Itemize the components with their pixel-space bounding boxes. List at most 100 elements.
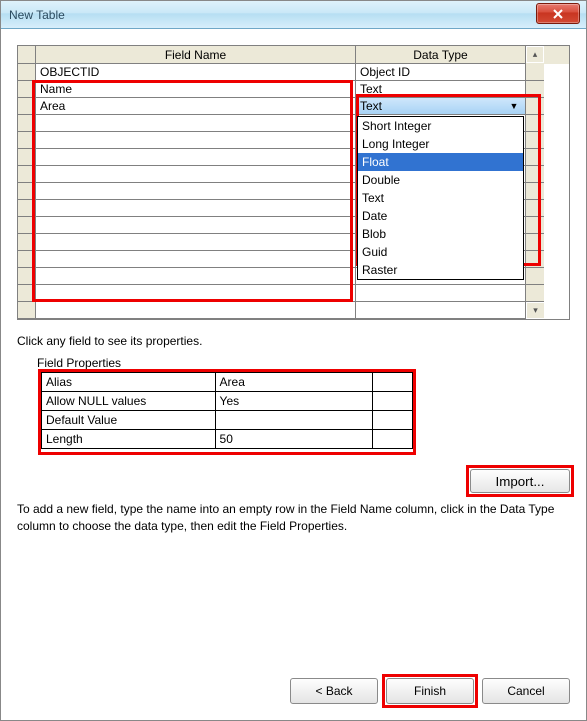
property-value[interactable]: 50 bbox=[215, 430, 373, 449]
property-row[interactable]: AliasArea bbox=[42, 373, 413, 392]
property-extra bbox=[373, 373, 413, 392]
scrollbar-track[interactable] bbox=[526, 64, 544, 81]
row-header[interactable] bbox=[18, 132, 36, 149]
row-header[interactable] bbox=[18, 285, 36, 302]
scrollbar-track[interactable] bbox=[526, 132, 544, 149]
row-header[interactable] bbox=[18, 166, 36, 183]
back-button[interactable]: < Back bbox=[290, 678, 378, 704]
datatype-dropdown-list[interactable]: Short IntegerLong IntegerFloatDoubleText… bbox=[357, 116, 524, 280]
window-title: New Table bbox=[9, 8, 65, 22]
close-icon bbox=[552, 9, 564, 19]
cell-datatype[interactable]: Text ▼ bbox=[356, 98, 526, 115]
scrollbar-track[interactable] bbox=[526, 268, 544, 285]
dropdown-option[interactable]: Float bbox=[358, 153, 523, 171]
scroll-up-icon[interactable]: ▴ bbox=[526, 46, 544, 63]
cell-datatype[interactable] bbox=[356, 285, 526, 302]
dropdown-option[interactable]: Long Integer bbox=[358, 135, 523, 153]
cell-fieldname[interactable] bbox=[36, 132, 356, 149]
dropdown-option[interactable]: Guid bbox=[358, 243, 523, 261]
row-header[interactable] bbox=[18, 302, 36, 319]
col-header-datatype[interactable]: Data Type bbox=[356, 46, 526, 64]
cell-fieldname[interactable] bbox=[36, 234, 356, 251]
row-header[interactable] bbox=[18, 183, 36, 200]
dropdown-option[interactable]: Text bbox=[358, 189, 523, 207]
scroll-down-icon[interactable]: ▾ bbox=[526, 302, 544, 319]
cell-fieldname[interactable] bbox=[36, 302, 356, 319]
property-key: Allow NULL values bbox=[42, 392, 216, 411]
table-row[interactable]: NameText bbox=[18, 81, 569, 98]
cell-fieldname[interactable] bbox=[36, 200, 356, 217]
cell-fieldname[interactable] bbox=[36, 268, 356, 285]
cell-fieldname[interactable] bbox=[36, 166, 356, 183]
dropdown-option[interactable]: Short Integer bbox=[358, 117, 523, 135]
scrollbar-track[interactable] bbox=[526, 234, 544, 251]
row-header[interactable] bbox=[18, 64, 36, 81]
property-key: Default Value bbox=[42, 411, 216, 430]
property-row[interactable]: Length50 bbox=[42, 430, 413, 449]
field-properties-table: AliasAreaAllow NULL valuesYesDefault Val… bbox=[41, 372, 413, 449]
cell-datatype[interactable]: Text bbox=[356, 81, 526, 98]
scrollbar-track[interactable] bbox=[526, 115, 544, 132]
cell-datatype[interactable]: Object ID bbox=[356, 64, 526, 81]
dialog-content: Field Name Data Type ▴ OBJECTIDObject ID… bbox=[1, 29, 586, 720]
row-header[interactable] bbox=[18, 149, 36, 166]
scrollbar-track[interactable] bbox=[526, 81, 544, 98]
scrollbar-track[interactable] bbox=[526, 285, 544, 302]
row-header[interactable] bbox=[18, 98, 36, 115]
table-row[interactable]: OBJECTIDObject ID bbox=[18, 64, 569, 81]
cell-fieldname[interactable]: Name bbox=[36, 81, 356, 98]
scrollbar-track[interactable] bbox=[526, 183, 544, 200]
property-extra bbox=[373, 411, 413, 430]
cell-fieldname[interactable] bbox=[36, 285, 356, 302]
table-row[interactable]: ▾ bbox=[18, 302, 569, 319]
property-value[interactable]: Area bbox=[215, 373, 373, 392]
fields-grid: Field Name Data Type ▴ OBJECTIDObject ID… bbox=[17, 45, 570, 320]
scrollbar-track[interactable] bbox=[526, 251, 544, 268]
cell-fieldname[interactable] bbox=[36, 149, 356, 166]
row-header-corner bbox=[18, 46, 36, 64]
cell-fieldname[interactable] bbox=[36, 217, 356, 234]
property-key: Alias bbox=[42, 373, 216, 392]
cell-datatype[interactable] bbox=[356, 302, 526, 319]
field-properties-label: Field Properties bbox=[37, 356, 570, 370]
scrollbar-track[interactable] bbox=[526, 149, 544, 166]
cancel-button[interactable]: Cancel bbox=[482, 678, 570, 704]
dropdown-option[interactable]: Date bbox=[358, 207, 523, 225]
cell-fieldname[interactable] bbox=[36, 183, 356, 200]
cell-fieldname[interactable]: OBJECTID bbox=[36, 64, 356, 81]
row-header[interactable] bbox=[18, 115, 36, 132]
separator bbox=[17, 665, 570, 666]
table-row[interactable] bbox=[18, 285, 569, 302]
col-header-fieldname[interactable]: Field Name bbox=[36, 46, 356, 64]
title-bar: New Table bbox=[1, 1, 586, 29]
row-header[interactable] bbox=[18, 217, 36, 234]
row-header[interactable] bbox=[18, 268, 36, 285]
dropdown-option[interactable]: Raster bbox=[358, 261, 523, 279]
datatype-selected: Text bbox=[360, 98, 382, 115]
property-row[interactable]: Default Value bbox=[42, 411, 413, 430]
chevron-down-icon[interactable]: ▼ bbox=[507, 99, 521, 113]
property-key: Length bbox=[42, 430, 216, 449]
property-value[interactable]: Yes bbox=[215, 392, 373, 411]
help-text: Click any field to see its properties. bbox=[17, 334, 570, 348]
import-button[interactable]: Import... bbox=[470, 469, 570, 493]
table-row[interactable]: AreaText ▼ bbox=[18, 98, 569, 115]
scrollbar-track[interactable] bbox=[526, 166, 544, 183]
instruction-text: To add a new field, type the name into a… bbox=[17, 501, 570, 535]
finish-button[interactable]: Finish bbox=[386, 678, 474, 704]
row-header[interactable] bbox=[18, 251, 36, 268]
scrollbar-track[interactable] bbox=[526, 217, 544, 234]
row-header[interactable] bbox=[18, 81, 36, 98]
scrollbar-track[interactable] bbox=[526, 200, 544, 217]
row-header[interactable] bbox=[18, 234, 36, 251]
property-row[interactable]: Allow NULL valuesYes bbox=[42, 392, 413, 411]
scrollbar-track[interactable] bbox=[526, 98, 544, 115]
property-value[interactable] bbox=[215, 411, 373, 430]
close-button[interactable] bbox=[536, 3, 580, 24]
dropdown-option[interactable]: Double bbox=[358, 171, 523, 189]
cell-fieldname[interactable] bbox=[36, 115, 356, 132]
cell-fieldname[interactable] bbox=[36, 251, 356, 268]
cell-fieldname[interactable]: Area bbox=[36, 98, 356, 115]
dropdown-option[interactable]: Blob bbox=[358, 225, 523, 243]
row-header[interactable] bbox=[18, 200, 36, 217]
